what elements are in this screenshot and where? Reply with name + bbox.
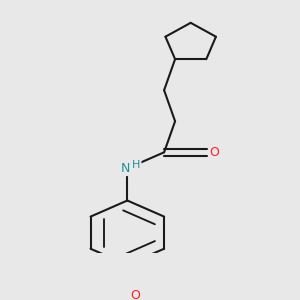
Text: O: O [130, 289, 140, 300]
Text: O: O [209, 146, 219, 159]
Text: H: H [132, 160, 140, 170]
Text: N: N [121, 162, 130, 175]
